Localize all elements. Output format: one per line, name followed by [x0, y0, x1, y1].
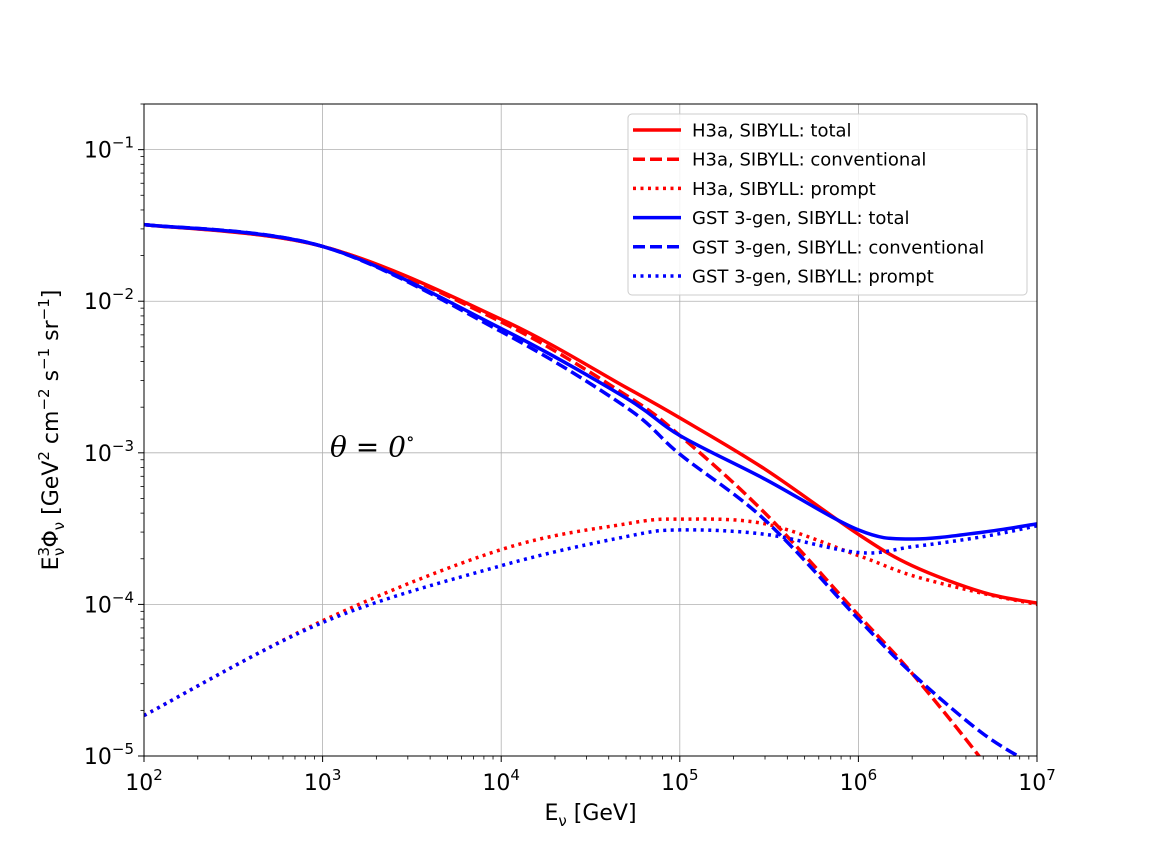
x-tick-label: 104 — [482, 766, 520, 796]
legend-label-3: H3a, SIBYLL: prompt — [692, 179, 876, 200]
y-axis-title: E3νΦν [GeV2 cm−2 s−1 sr−1] — [35, 290, 68, 571]
y-tick-label: 10−2 — [84, 285, 134, 315]
y-tick-label: 10−1 — [84, 134, 134, 164]
legend-label-5: GST 3-gen, SIBYLL: conventional — [692, 237, 984, 258]
series-line-6 — [144, 524, 1037, 718]
x-tick-label: 103 — [304, 766, 342, 796]
legend-label-1: H3a, SIBYLL: total — [692, 121, 852, 142]
legend-label-4: GST 3-gen, SIBYLL: total — [692, 208, 910, 229]
ticks — [138, 103, 1038, 762]
x-axis-title: Eν [GeV] — [544, 801, 636, 830]
x-tick-label: 107 — [1018, 766, 1056, 796]
y-tick-label: 10−3 — [84, 437, 134, 467]
x-tick-label: 106 — [840, 766, 878, 796]
y-tick-label: 10−5 — [84, 740, 134, 770]
tick-labels: 102 103 104 105 106 107 10−5 10−4 10−3 10−2 10−1 — [84, 134, 1056, 796]
legend-box — [627, 113, 1028, 296]
x-tick-label: 102 — [125, 766, 163, 796]
series-layer — [144, 222, 1037, 756]
plot-frame — [143, 103, 1038, 757]
legend: H3a, SIBYLL: total H3a, SIBYLL: conventio… — [627, 113, 1028, 296]
y-tick-label: 10−4 — [84, 588, 134, 618]
series-line-5 — [144, 222, 1022, 756]
theta-annotation: θ = 0∘ — [330, 429, 415, 464]
x-tick-label: 105 — [661, 766, 699, 796]
legend-label-2: H3a, SIBYLL: conventional — [692, 150, 926, 171]
legend-label-6: GST 3-gen, SIBYLL: prompt — [692, 267, 934, 288]
series-line-3 — [144, 517, 1037, 718]
